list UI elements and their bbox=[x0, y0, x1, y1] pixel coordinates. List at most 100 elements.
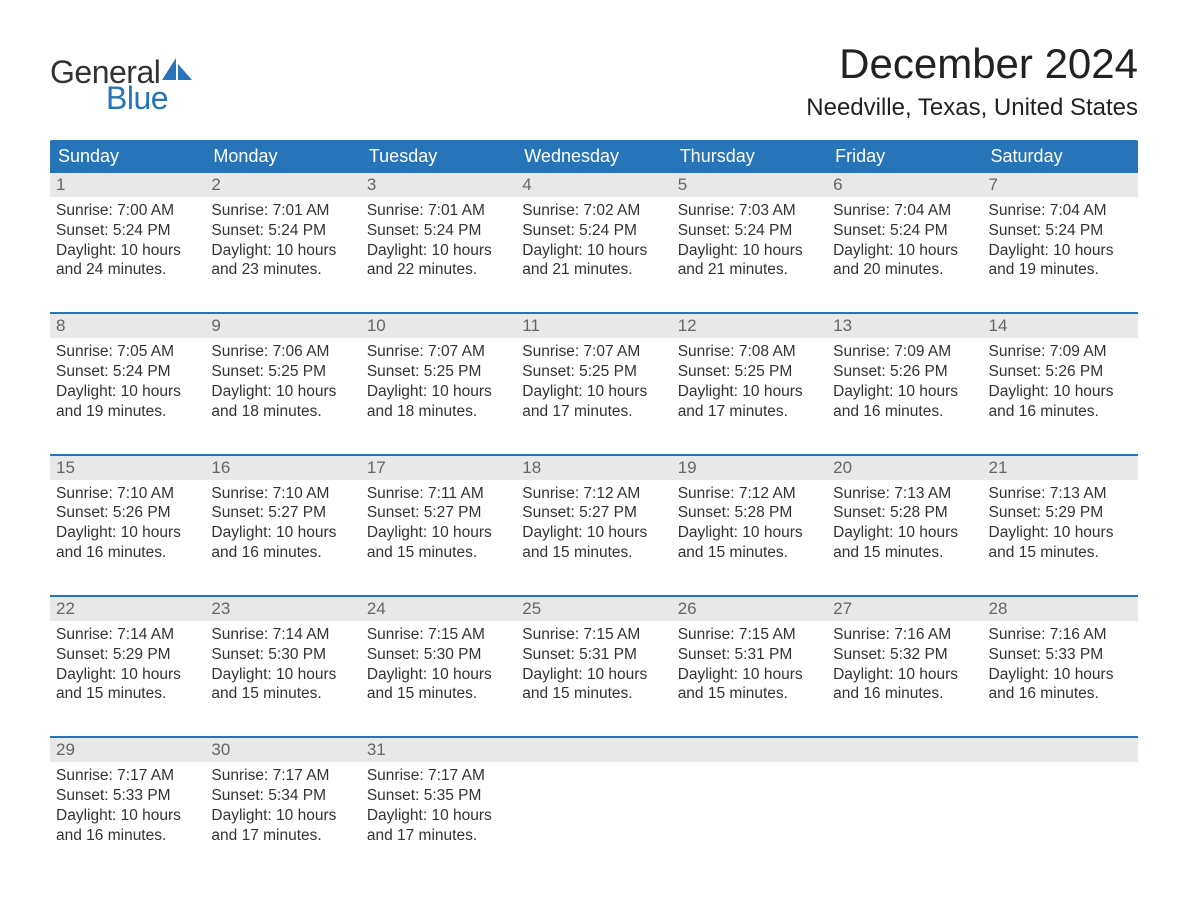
day-body: Sunrise: 7:16 AMSunset: 5:32 PMDaylight:… bbox=[827, 621, 982, 708]
dl1-text: Daylight: 10 hours bbox=[56, 382, 199, 402]
dl2-text: and 15 minutes. bbox=[56, 684, 199, 704]
day-header: Wednesday bbox=[516, 140, 671, 173]
dl2-text: and 16 minutes. bbox=[56, 826, 199, 846]
day-number: 10 bbox=[361, 314, 516, 338]
dl1-text: Daylight: 10 hours bbox=[522, 523, 665, 543]
day-body: Sunrise: 7:07 AMSunset: 5:25 PMDaylight:… bbox=[361, 338, 516, 425]
sunset-text: Sunset: 5:24 PM bbox=[56, 221, 199, 241]
sunrise-text: Sunrise: 7:00 AM bbox=[56, 201, 199, 221]
sunset-text: Sunset: 5:30 PM bbox=[211, 645, 354, 665]
day-cell: 19Sunrise: 7:12 AMSunset: 5:28 PMDayligh… bbox=[672, 456, 827, 567]
day-header: Thursday bbox=[672, 140, 827, 173]
dl1-text: Daylight: 10 hours bbox=[522, 665, 665, 685]
day-number: 4 bbox=[516, 173, 671, 197]
sunrise-text: Sunrise: 7:09 AM bbox=[989, 342, 1132, 362]
day-cell: 31Sunrise: 7:17 AMSunset: 5:35 PMDayligh… bbox=[361, 738, 516, 849]
day-number: 31 bbox=[361, 738, 516, 762]
sunset-text: Sunset: 5:29 PM bbox=[989, 503, 1132, 523]
dl2-text: and 23 minutes. bbox=[211, 260, 354, 280]
day-number: 26 bbox=[672, 597, 827, 621]
day-body: Sunrise: 7:15 AMSunset: 5:31 PMDaylight:… bbox=[516, 621, 671, 708]
day-cell bbox=[827, 738, 982, 849]
sunset-text: Sunset: 5:24 PM bbox=[522, 221, 665, 241]
sunset-text: Sunset: 5:27 PM bbox=[211, 503, 354, 523]
day-cell bbox=[983, 738, 1138, 849]
day-body: Sunrise: 7:10 AMSunset: 5:26 PMDaylight:… bbox=[50, 480, 205, 567]
sunset-text: Sunset: 5:28 PM bbox=[833, 503, 976, 523]
sunrise-text: Sunrise: 7:17 AM bbox=[367, 766, 510, 786]
dl2-text: and 19 minutes. bbox=[56, 402, 199, 422]
dl1-text: Daylight: 10 hours bbox=[56, 523, 199, 543]
day-number: 17 bbox=[361, 456, 516, 480]
day-number bbox=[983, 738, 1138, 762]
day-number: 18 bbox=[516, 456, 671, 480]
dl1-text: Daylight: 10 hours bbox=[211, 241, 354, 261]
day-cell: 22Sunrise: 7:14 AMSunset: 5:29 PMDayligh… bbox=[50, 597, 205, 708]
dl1-text: Daylight: 10 hours bbox=[678, 382, 821, 402]
day-cell: 24Sunrise: 7:15 AMSunset: 5:30 PMDayligh… bbox=[361, 597, 516, 708]
day-header: Monday bbox=[205, 140, 360, 173]
sunrise-text: Sunrise: 7:09 AM bbox=[833, 342, 976, 362]
dl1-text: Daylight: 10 hours bbox=[367, 382, 510, 402]
dl2-text: and 17 minutes. bbox=[211, 826, 354, 846]
day-cell: 17Sunrise: 7:11 AMSunset: 5:27 PMDayligh… bbox=[361, 456, 516, 567]
day-number: 5 bbox=[672, 173, 827, 197]
sunrise-text: Sunrise: 7:13 AM bbox=[989, 484, 1132, 504]
sunrise-text: Sunrise: 7:01 AM bbox=[367, 201, 510, 221]
dl1-text: Daylight: 10 hours bbox=[678, 523, 821, 543]
title-block: December 2024 Needville, Texas, United S… bbox=[806, 40, 1138, 122]
sunrise-text: Sunrise: 7:17 AM bbox=[56, 766, 199, 786]
day-number: 24 bbox=[361, 597, 516, 621]
day-body: Sunrise: 7:14 AMSunset: 5:30 PMDaylight:… bbox=[205, 621, 360, 708]
sunset-text: Sunset: 5:24 PM bbox=[833, 221, 976, 241]
day-body: Sunrise: 7:02 AMSunset: 5:24 PMDaylight:… bbox=[516, 197, 671, 284]
day-body: Sunrise: 7:15 AMSunset: 5:31 PMDaylight:… bbox=[672, 621, 827, 708]
sunset-text: Sunset: 5:26 PM bbox=[833, 362, 976, 382]
sunrise-text: Sunrise: 7:12 AM bbox=[522, 484, 665, 504]
sunrise-text: Sunrise: 7:10 AM bbox=[56, 484, 199, 504]
day-body: Sunrise: 7:17 AMSunset: 5:34 PMDaylight:… bbox=[205, 762, 360, 849]
dl2-text: and 24 minutes. bbox=[56, 260, 199, 280]
day-body: Sunrise: 7:04 AMSunset: 5:24 PMDaylight:… bbox=[827, 197, 982, 284]
day-body: Sunrise: 7:12 AMSunset: 5:27 PMDaylight:… bbox=[516, 480, 671, 567]
day-cell: 29Sunrise: 7:17 AMSunset: 5:33 PMDayligh… bbox=[50, 738, 205, 849]
day-cell: 26Sunrise: 7:15 AMSunset: 5:31 PMDayligh… bbox=[672, 597, 827, 708]
day-cell: 12Sunrise: 7:08 AMSunset: 5:25 PMDayligh… bbox=[672, 314, 827, 425]
sunset-text: Sunset: 5:25 PM bbox=[211, 362, 354, 382]
dl2-text: and 15 minutes. bbox=[678, 543, 821, 563]
sunrise-text: Sunrise: 7:06 AM bbox=[211, 342, 354, 362]
dl1-text: Daylight: 10 hours bbox=[989, 523, 1132, 543]
dl1-text: Daylight: 10 hours bbox=[678, 241, 821, 261]
day-number: 2 bbox=[205, 173, 360, 197]
week-row: 1Sunrise: 7:00 AMSunset: 5:24 PMDaylight… bbox=[50, 173, 1138, 284]
day-cell: 10Sunrise: 7:07 AMSunset: 5:25 PMDayligh… bbox=[361, 314, 516, 425]
day-body: Sunrise: 7:17 AMSunset: 5:33 PMDaylight:… bbox=[50, 762, 205, 849]
week-row: 22Sunrise: 7:14 AMSunset: 5:29 PMDayligh… bbox=[50, 595, 1138, 708]
dl1-text: Daylight: 10 hours bbox=[211, 665, 354, 685]
day-body: Sunrise: 7:16 AMSunset: 5:33 PMDaylight:… bbox=[983, 621, 1138, 708]
dl1-text: Daylight: 10 hours bbox=[522, 241, 665, 261]
day-body: Sunrise: 7:13 AMSunset: 5:28 PMDaylight:… bbox=[827, 480, 982, 567]
sunset-text: Sunset: 5:33 PM bbox=[56, 786, 199, 806]
dl2-text: and 16 minutes. bbox=[833, 402, 976, 422]
sunset-text: Sunset: 5:26 PM bbox=[56, 503, 199, 523]
day-number: 13 bbox=[827, 314, 982, 338]
day-body: Sunrise: 7:09 AMSunset: 5:26 PMDaylight:… bbox=[827, 338, 982, 425]
sunset-text: Sunset: 5:25 PM bbox=[522, 362, 665, 382]
sunset-text: Sunset: 5:33 PM bbox=[989, 645, 1132, 665]
sunrise-text: Sunrise: 7:07 AM bbox=[367, 342, 510, 362]
sunrise-text: Sunrise: 7:14 AM bbox=[56, 625, 199, 645]
sunset-text: Sunset: 5:25 PM bbox=[678, 362, 821, 382]
sunset-text: Sunset: 5:28 PM bbox=[678, 503, 821, 523]
day-number: 9 bbox=[205, 314, 360, 338]
sunrise-text: Sunrise: 7:05 AM bbox=[56, 342, 199, 362]
week-row: 8Sunrise: 7:05 AMSunset: 5:24 PMDaylight… bbox=[50, 312, 1138, 425]
day-body: Sunrise: 7:13 AMSunset: 5:29 PMDaylight:… bbox=[983, 480, 1138, 567]
day-body: Sunrise: 7:00 AMSunset: 5:24 PMDaylight:… bbox=[50, 197, 205, 284]
location-text: Needville, Texas, United States bbox=[806, 94, 1138, 122]
day-header-row: Sunday Monday Tuesday Wednesday Thursday… bbox=[50, 140, 1138, 173]
sunrise-text: Sunrise: 7:01 AM bbox=[211, 201, 354, 221]
sunset-text: Sunset: 5:27 PM bbox=[522, 503, 665, 523]
sunrise-text: Sunrise: 7:10 AM bbox=[211, 484, 354, 504]
dl1-text: Daylight: 10 hours bbox=[833, 241, 976, 261]
